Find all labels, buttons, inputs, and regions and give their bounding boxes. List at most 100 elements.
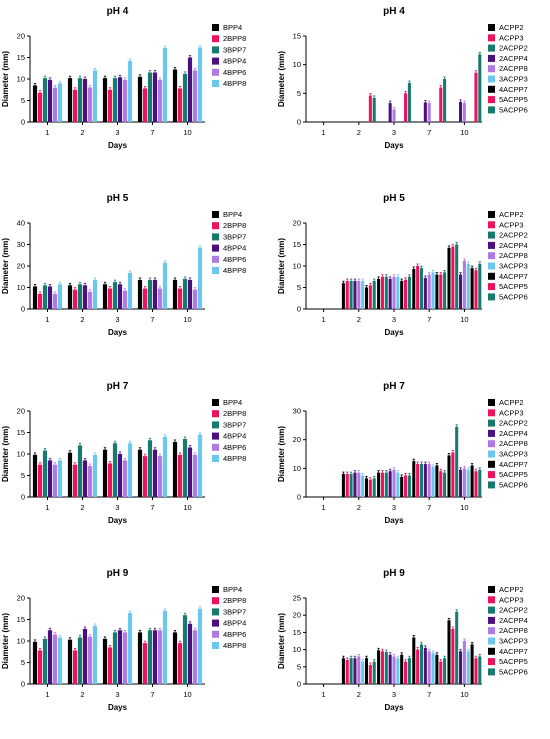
bar bbox=[341, 283, 345, 309]
legend-swatch bbox=[212, 399, 219, 406]
x-tick-label: 3 bbox=[392, 503, 396, 512]
bar bbox=[157, 79, 163, 122]
chart-panel: pH 7 0 10 20 30 Diameter (mm) 1 2 3 7 10 Days ACPP2A… bbox=[277, 381, 528, 525]
legend-label: 4BPP4 bbox=[223, 619, 246, 628]
legend-label: 5ACPP5 bbox=[499, 95, 528, 104]
x-tick-label: 1 bbox=[322, 690, 326, 699]
bar bbox=[400, 476, 404, 497]
bar bbox=[192, 70, 198, 122]
y-tick-label: 10 bbox=[293, 60, 301, 69]
legend-label: 4BPP6 bbox=[223, 255, 246, 264]
bar bbox=[400, 281, 404, 309]
bar bbox=[82, 285, 88, 309]
legend-swatch bbox=[488, 283, 495, 291]
bar bbox=[182, 73, 188, 122]
x-tick-label: 10 bbox=[183, 128, 191, 137]
bar bbox=[455, 611, 459, 684]
bar bbox=[478, 54, 482, 123]
chart-title: pH 7 bbox=[383, 381, 405, 392]
y-tick-label: 20 bbox=[293, 435, 301, 444]
bar bbox=[349, 281, 353, 309]
bar bbox=[57, 284, 63, 309]
bar bbox=[192, 289, 198, 309]
bar bbox=[474, 658, 478, 684]
bar bbox=[67, 285, 73, 309]
bar bbox=[147, 279, 153, 309]
legend-label: 4BPP4 bbox=[223, 244, 246, 253]
legend-swatch bbox=[488, 211, 495, 218]
x-tick-label: 3 bbox=[115, 315, 119, 324]
bar bbox=[177, 643, 183, 684]
legend-label: 5ACPP5 bbox=[499, 470, 528, 479]
bar bbox=[361, 475, 365, 497]
bar bbox=[419, 464, 424, 497]
bar bbox=[427, 103, 431, 122]
bar bbox=[459, 101, 463, 122]
bar bbox=[107, 288, 113, 309]
bar bbox=[127, 613, 133, 684]
bar bbox=[451, 452, 455, 497]
legend-label: ACPP3 bbox=[499, 220, 524, 229]
legend-label: 2BPP8 bbox=[223, 596, 246, 605]
bar bbox=[52, 87, 58, 122]
legend-swatch bbox=[488, 252, 495, 260]
legend-swatch bbox=[212, 211, 219, 218]
bar bbox=[345, 281, 349, 309]
bar bbox=[372, 97, 376, 122]
legend-label: 4ACPP7 bbox=[499, 272, 528, 281]
x-tick-label: 3 bbox=[392, 315, 396, 324]
y-axis-label: Diameter (mm) bbox=[277, 238, 286, 294]
legend-label: ACPP3 bbox=[499, 595, 524, 604]
legend-swatch bbox=[212, 455, 219, 462]
bar bbox=[112, 78, 118, 122]
legend-label: 5ACPP6 bbox=[499, 667, 528, 676]
bar bbox=[427, 651, 431, 684]
bar bbox=[384, 472, 388, 497]
y-tick-label: 0 bbox=[21, 680, 25, 689]
bar bbox=[474, 72, 478, 122]
y-tick-label: 5 bbox=[297, 89, 301, 98]
legend-label: 4BPP8 bbox=[223, 641, 246, 650]
bar bbox=[466, 263, 470, 309]
bar bbox=[52, 293, 58, 309]
legend-swatch bbox=[488, 24, 495, 31]
bar bbox=[474, 471, 478, 497]
legend-swatch bbox=[488, 221, 495, 229]
x-axis-label: Days bbox=[108, 703, 128, 712]
bar bbox=[47, 460, 53, 497]
y-tick-label: 10 bbox=[17, 637, 25, 646]
legend-swatch bbox=[212, 410, 219, 418]
bar bbox=[478, 656, 482, 684]
bar bbox=[377, 650, 381, 684]
y-tick-label: 0 bbox=[297, 118, 301, 127]
legend-swatch bbox=[488, 471, 495, 479]
legend-label: ACPP2 bbox=[499, 585, 524, 594]
y-axis-label: Diameter (mm) bbox=[277, 613, 286, 669]
x-tick-label: 1 bbox=[45, 128, 49, 137]
bar bbox=[404, 279, 408, 309]
legend-swatch bbox=[488, 293, 495, 301]
legend-label: 3ACPP3 bbox=[499, 75, 528, 84]
legend-label: 3BPP7 bbox=[223, 232, 246, 241]
legend-label: 4BPP4 bbox=[223, 57, 246, 66]
x-tick-label: 10 bbox=[183, 690, 191, 699]
legend-label: 4ACPP7 bbox=[499, 85, 528, 94]
bar bbox=[52, 634, 58, 684]
bar bbox=[341, 658, 345, 684]
y-tick-label: 5 bbox=[21, 471, 25, 480]
bar bbox=[192, 630, 198, 684]
bar bbox=[157, 630, 163, 684]
legend-label: 5ACPP5 bbox=[499, 657, 528, 666]
bar bbox=[87, 291, 93, 309]
legend-swatch bbox=[488, 668, 495, 676]
chart-title: pH 4 bbox=[107, 6, 129, 17]
bar bbox=[345, 474, 349, 497]
y-tick-label: 10 bbox=[293, 262, 301, 271]
bar bbox=[112, 282, 118, 309]
x-axis-label: Days bbox=[108, 328, 128, 337]
bar bbox=[377, 278, 381, 309]
legend-swatch bbox=[212, 24, 219, 31]
legend-label: 3BPP7 bbox=[223, 607, 246, 616]
legend-swatch bbox=[212, 255, 219, 263]
